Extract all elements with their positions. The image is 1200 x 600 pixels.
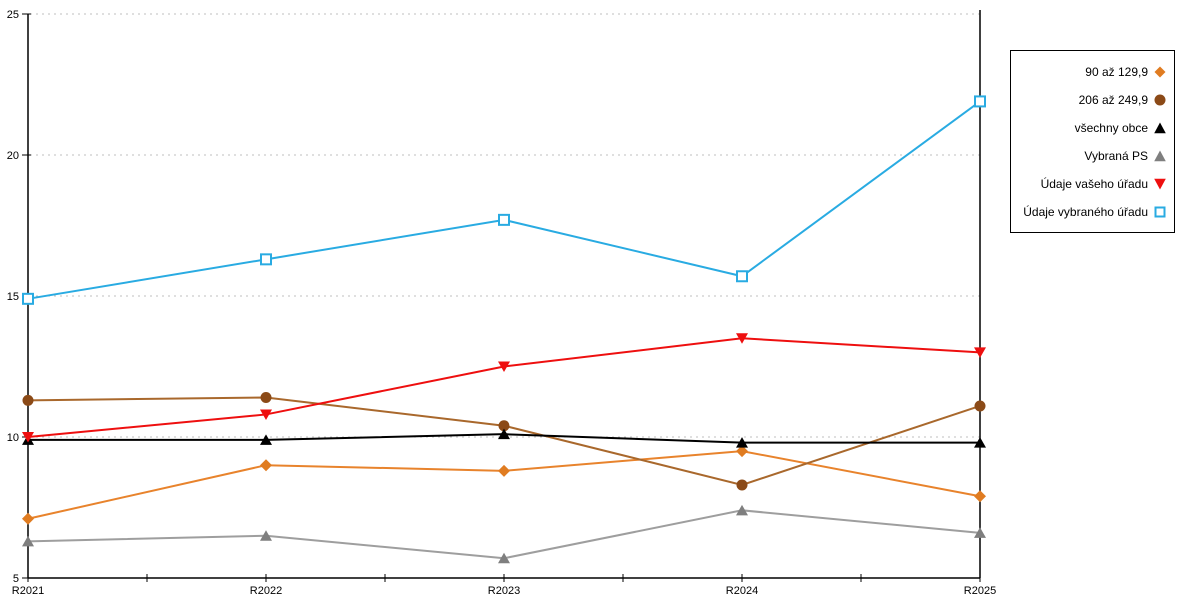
marker-s4-R2022: [260, 409, 272, 420]
diamond-icon: [1154, 66, 1166, 77]
x-tick-label-R2023: R2023: [488, 585, 520, 597]
y-tick-label-20: 20: [7, 150, 19, 162]
x-tick-label-R2025: R2025: [964, 585, 996, 597]
marker-s2-R2024: [736, 437, 748, 448]
marker-s4-R2021: [22, 432, 34, 443]
marker-s1-R2021: [22, 394, 34, 406]
legend-item-90-az-129: 90 až 129,9: [1019, 58, 1166, 86]
marker-s1-R2023: [498, 420, 510, 432]
x-tick-label-R2021: R2021: [12, 585, 44, 597]
marker-s1-R2025: [974, 400, 986, 412]
legend-label: všechny obce: [1074, 120, 1148, 135]
square-open-icon: [1154, 206, 1166, 217]
legend-label: Údaje vybraného úřadu: [1023, 204, 1148, 219]
legend-label: 206 až 249,9: [1078, 92, 1148, 107]
legend-label: 90 až 129,9: [1085, 64, 1148, 79]
marker-s5-R2024: [736, 270, 748, 283]
x-tick-label-R2024: R2024: [726, 585, 758, 597]
marker-s2-R2023: [498, 428, 510, 440]
marker-s3-R2021: [22, 535, 34, 547]
marker-s0-R2024: [736, 445, 748, 458]
marker-s3-R2023: [498, 552, 510, 564]
legend-label: Údaje vašeho úřadu: [1040, 176, 1148, 191]
legend-item-vsechny-obce: všechny obce: [1019, 114, 1166, 142]
series-line-3: [27, 509, 981, 560]
y-tick-label-25: 25: [7, 9, 19, 21]
legend: 90 až 129,9 206 až 249,9 všechny obce Vy…: [1010, 50, 1175, 233]
marker-s1-R2022: [260, 392, 272, 404]
x-tick-label-R2022: R2022: [250, 585, 282, 597]
legend-item-206-az-249: 206 až 249,9: [1019, 86, 1166, 114]
marker-s3-R2024: [736, 504, 748, 516]
marker-s2-R2025: [974, 437, 986, 448]
marker-s0-R2025: [974, 490, 986, 503]
marker-s1-R2024: [736, 479, 748, 491]
triangle-up-icon: [1154, 122, 1166, 133]
y-tick-label-10: 10: [7, 432, 19, 444]
legend-item-vybrana-ps: Vybraná PS: [1019, 142, 1166, 170]
marker-s0-R2023: [498, 464, 510, 477]
marker-s5-R2023: [498, 213, 510, 226]
triangle-down-icon: [1154, 178, 1166, 189]
marker-s2-R2022: [260, 434, 272, 445]
marker-s5-R2021: [22, 292, 34, 305]
series-line-5: [27, 100, 981, 300]
marker-s0-R2022: [260, 459, 272, 472]
y-tick-label-5: 5: [13, 573, 19, 585]
marker-s5-R2022: [260, 253, 272, 266]
marker-s4-R2024: [736, 333, 748, 344]
legend-label: Vybraná PS: [1084, 148, 1148, 163]
marker-s4-R2023: [498, 361, 510, 372]
marker-s4-R2025: [974, 347, 986, 358]
triangle-up-icon: [1154, 150, 1166, 161]
legend-item-udaje-vybraneho-uradu: Údaje vybraného úřadu: [1019, 198, 1166, 226]
marker-s5-R2025: [974, 95, 986, 108]
legend-item-udaje-vaseho-uradu: Údaje vašeho úřadu: [1019, 170, 1166, 198]
marker-s3-R2022: [260, 530, 272, 541]
series-line-0: [27, 450, 981, 520]
marker-s0-R2021: [22, 512, 34, 525]
circle-icon: [1154, 94, 1166, 105]
y-tick-label-15: 15: [7, 291, 19, 303]
marker-s3-R2025: [974, 527, 986, 538]
